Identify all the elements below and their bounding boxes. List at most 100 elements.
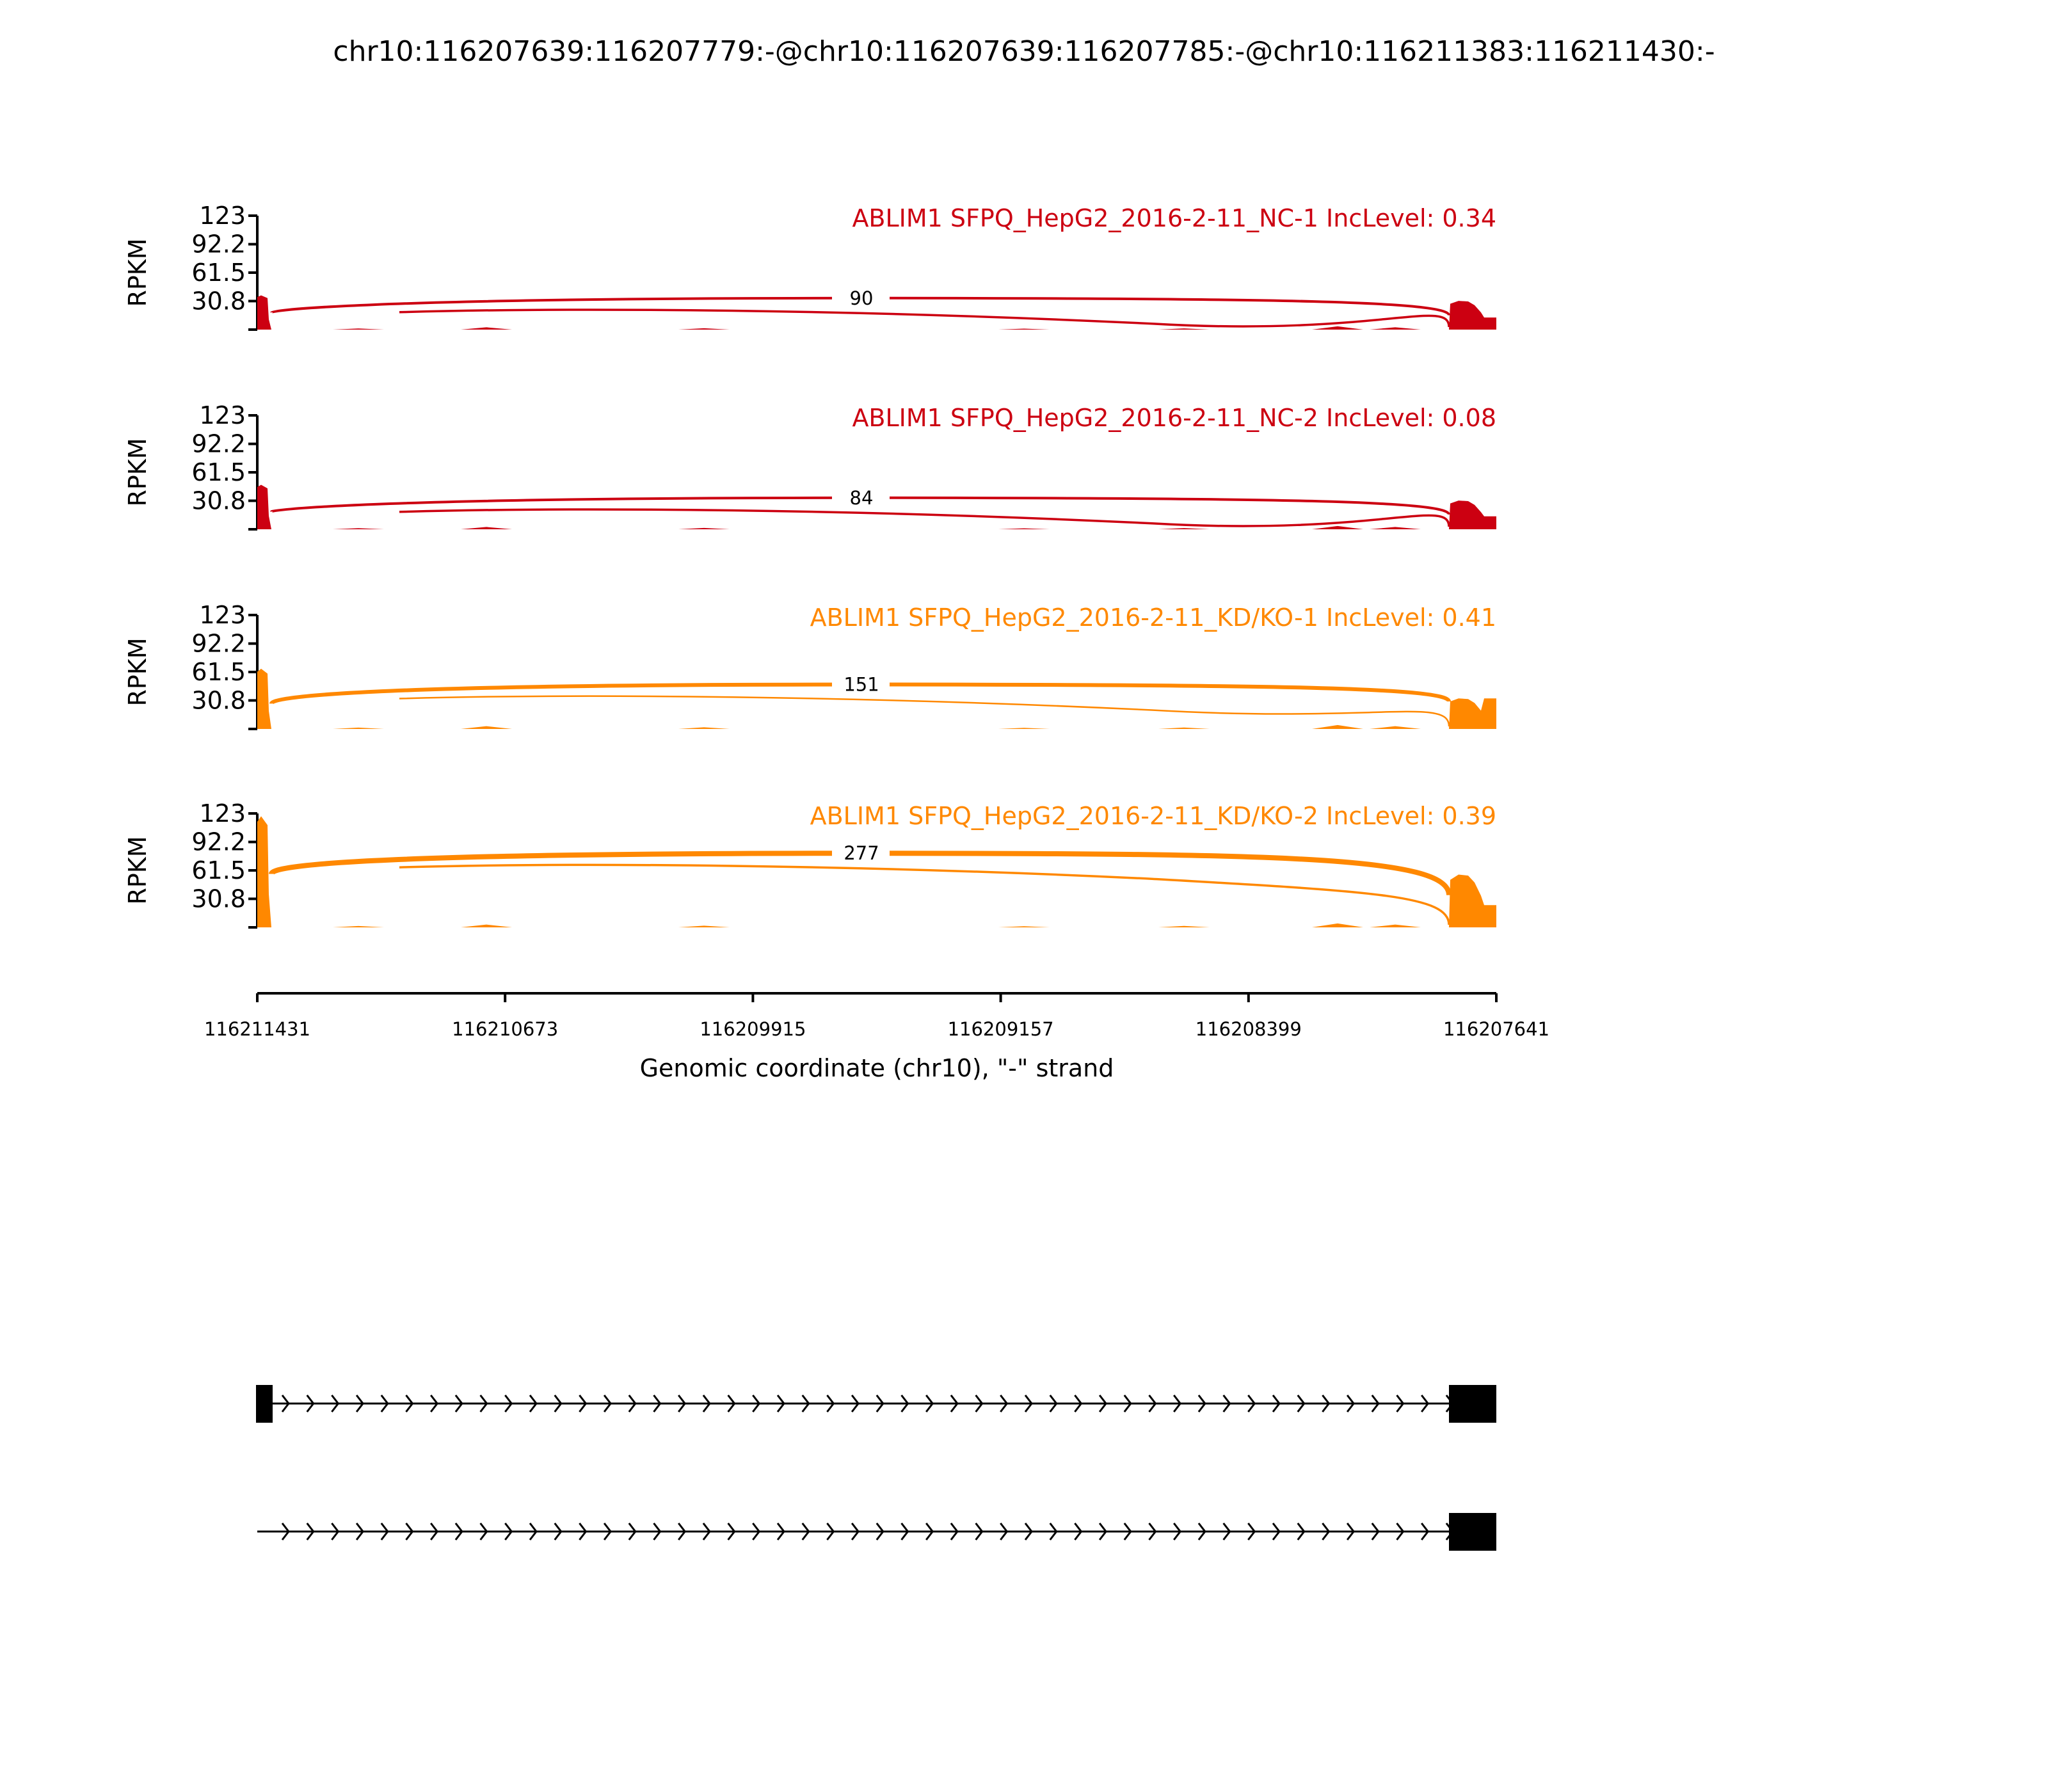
strand-arrow-icon (702, 1395, 711, 1412)
panel-label: ABLIM1 SFPQ_HepG2_2016-2-11_KD/KO-2 IncL… (810, 802, 1496, 830)
strand-arrow-icon (1272, 1523, 1281, 1540)
coverage-area (257, 816, 1496, 927)
exon (1449, 1385, 1496, 1423)
strand-arrow-icon (1247, 1523, 1256, 1540)
strand-arrow-icon (876, 1523, 884, 1540)
panel-label: ABLIM1 SFPQ_HepG2_2016-2-11_NC-1 IncLeve… (852, 204, 1496, 232)
strand-arrow-icon (1222, 1395, 1231, 1412)
strand-arrow-icon (851, 1523, 860, 1540)
strand-arrow-icon (727, 1523, 736, 1540)
y-tick-label: 61.5 (191, 259, 246, 287)
strand-arrow-icon (554, 1523, 563, 1540)
strand-arrow-icon (554, 1395, 563, 1412)
strand-arrow-icon (1074, 1395, 1083, 1412)
strand-arrow-icon (776, 1523, 785, 1540)
strand-arrow-icon (653, 1523, 662, 1540)
panel-label: ABLIM1 SFPQ_HepG2_2016-2-11_KD/KO-1 IncL… (810, 604, 1496, 632)
x-tick-label: 116210673 (452, 1018, 558, 1040)
strand-arrow-icon (331, 1395, 340, 1412)
exon (1449, 1513, 1496, 1551)
strand-arrow-icon (479, 1523, 488, 1540)
strand-arrow-icon (1000, 1395, 1009, 1412)
junction-count-label: 277 (844, 842, 879, 864)
transcript-1 (256, 1385, 1496, 1423)
junction-arc (399, 695, 1450, 727)
x-tick-label: 116211431 (204, 1018, 310, 1040)
strand-arrow-icon (1000, 1523, 1009, 1540)
strand-arrow-icon (900, 1523, 909, 1540)
strand-arrow-icon (331, 1523, 340, 1540)
strand-arrow-icon (306, 1395, 315, 1412)
strand-arrow-icon (776, 1395, 785, 1412)
strand-arrow-icon (752, 1523, 761, 1540)
strand-arrow-icon (405, 1395, 414, 1412)
strand-arrow-icon (1123, 1395, 1132, 1412)
y-axis-label: RPKM (124, 438, 152, 506)
strand-arrow-icon (1123, 1523, 1132, 1540)
y-tick-label: 61.5 (191, 458, 246, 486)
junction-arc (399, 308, 1450, 328)
strand-arrow-icon (1346, 1395, 1355, 1412)
y-tick-label: 123 (199, 601, 246, 629)
gene-structure (256, 1385, 1496, 1551)
strand-arrow-icon (801, 1523, 810, 1540)
x-axis-label: Genomic coordinate (chr10), "-" strand (640, 1054, 1114, 1082)
strand-arrow-icon (1098, 1523, 1107, 1540)
strand-arrow-icon (752, 1395, 761, 1412)
y-tick-label: 61.5 (191, 658, 246, 686)
strand-arrow-icon (1421, 1523, 1430, 1540)
strand-arrow-icon (430, 1523, 439, 1540)
x-tick-label: 116208399 (1196, 1018, 1302, 1040)
strand-arrow-icon (950, 1395, 959, 1412)
strand-arrow-icon (1148, 1523, 1157, 1540)
strand-arrow-icon (1049, 1395, 1058, 1412)
strand-arrow-icon (1322, 1523, 1331, 1540)
strand-arrow-icon (1197, 1523, 1206, 1540)
strand-arrow-icon (1197, 1395, 1206, 1412)
strand-arrow-icon (1173, 1523, 1182, 1540)
y-axis-label: RPKM (124, 238, 152, 307)
y-tick-label: 30.8 (191, 884, 246, 913)
strand-arrow-icon (405, 1523, 414, 1540)
junction-label-bg (832, 838, 890, 867)
strand-arrow-icon (281, 1523, 290, 1540)
strand-arrow-icon (355, 1523, 364, 1540)
y-tick-label: 92.2 (191, 230, 246, 259)
y-tick-label: 30.8 (191, 287, 246, 315)
junction-count-label: 151 (844, 674, 879, 696)
strand-arrow-icon (1371, 1523, 1380, 1540)
y-axis-label: RPKM (124, 836, 152, 904)
y-tick-label: 92.2 (191, 430, 246, 458)
strand-arrow-icon (727, 1395, 736, 1412)
strand-arrow-icon (1173, 1395, 1182, 1412)
strand-arrow-icon (529, 1523, 538, 1540)
transcript-2 (257, 1513, 1496, 1551)
strand-arrow-icon (1396, 1523, 1405, 1540)
strand-arrow-icon (355, 1395, 364, 1412)
junction-label-bg (832, 669, 890, 698)
chart-title: chr10:116207639:116207779:-@chr10:116207… (333, 35, 1715, 68)
x-tick-label: 116209157 (948, 1018, 1054, 1040)
x-tick-label: 116207641 (1443, 1018, 1549, 1040)
exon (256, 1385, 273, 1423)
strand-arrow-icon (454, 1395, 463, 1412)
strand-arrow-icon (1024, 1395, 1033, 1412)
strand-arrow-icon (1247, 1395, 1256, 1412)
strand-arrow-icon (1396, 1395, 1405, 1412)
strand-arrow-icon (579, 1395, 588, 1412)
strand-arrow-icon (1272, 1395, 1281, 1412)
junction-arc (399, 508, 1450, 527)
strand-arrow-icon (1297, 1523, 1306, 1540)
strand-arrow-icon (826, 1395, 835, 1412)
strand-arrow-icon (430, 1395, 439, 1412)
strand-arrow-icon (1148, 1395, 1157, 1412)
strand-arrow-icon (479, 1395, 488, 1412)
x-tick-label: 116209915 (700, 1018, 806, 1040)
y-tick-label: 30.8 (191, 686, 246, 714)
junction-arc (399, 863, 1450, 925)
panel-label: ABLIM1 SFPQ_HepG2_2016-2-11_NC-2 IncLeve… (852, 404, 1496, 432)
y-tick-label: 92.2 (191, 630, 246, 658)
